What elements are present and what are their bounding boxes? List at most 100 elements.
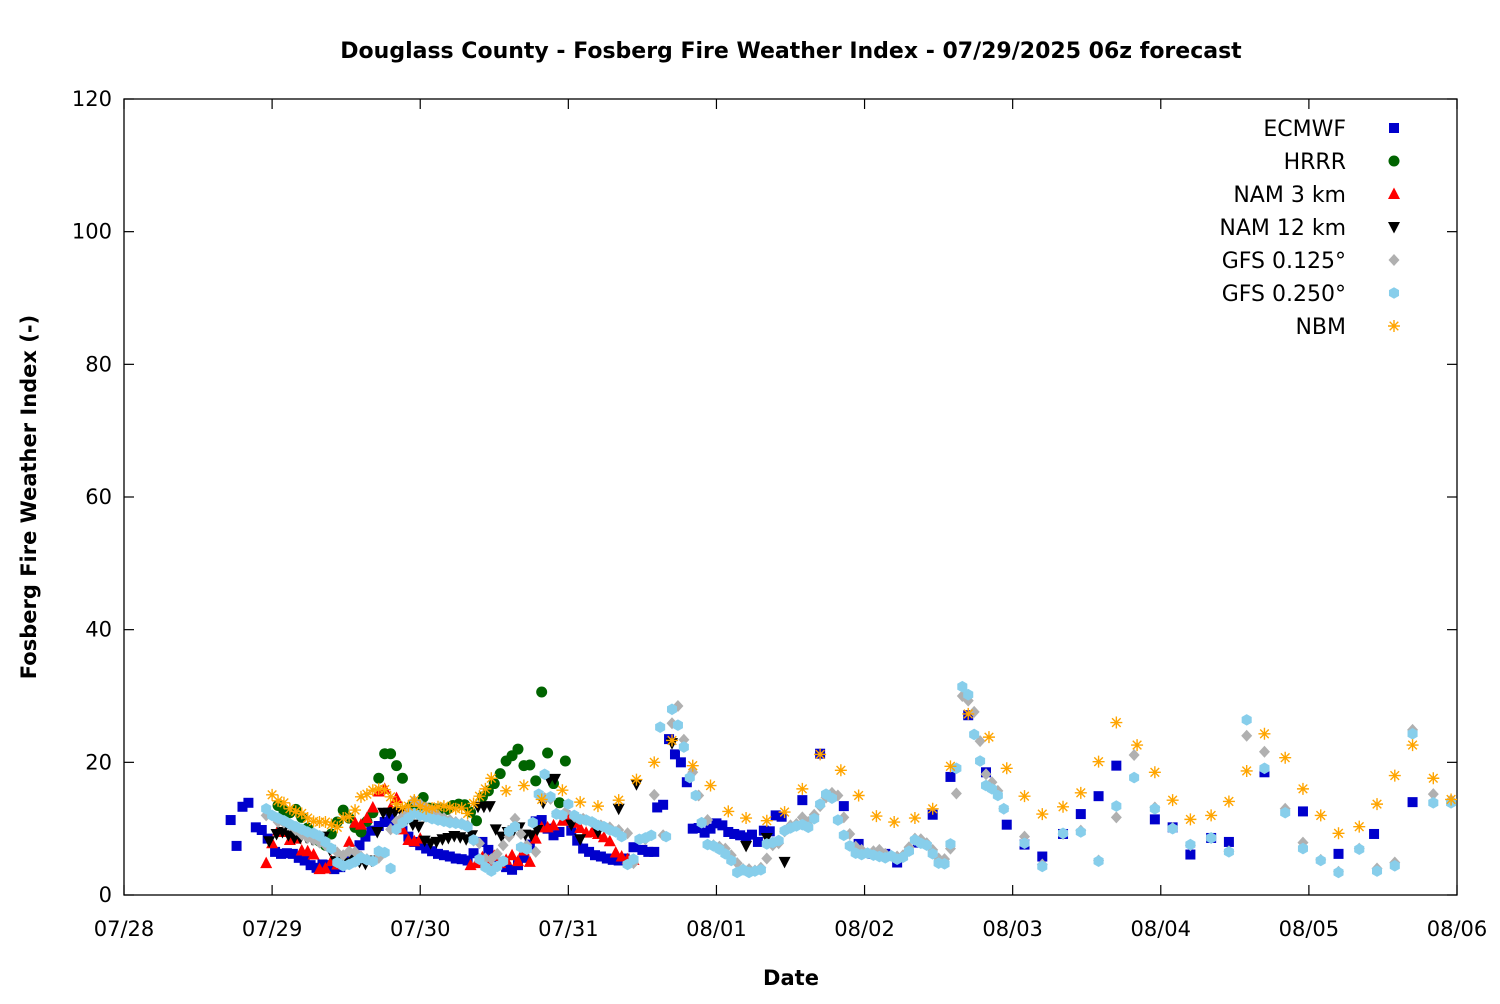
data-point-hrrr — [391, 760, 403, 772]
data-point-nbm — [1240, 764, 1253, 777]
data-point-ecmwf — [681, 777, 692, 788]
series-nbm — [266, 707, 1458, 840]
data-point-nbm — [1110, 716, 1123, 729]
data-point-nam-3-km — [547, 818, 560, 831]
data-point-ecmwf — [462, 855, 473, 866]
data-point-gfs-0-125 — [968, 705, 980, 718]
legend-marker-nam-3-km — [1388, 187, 1400, 199]
data-point-gfs-0-125 — [491, 847, 503, 860]
x-tick-label: 08/06 — [1427, 917, 1488, 941]
data-point-ecmwf — [385, 813, 396, 824]
legend-marker-gfs-0-250 — [1388, 287, 1400, 299]
data-point-gfs-0-250 — [755, 863, 766, 876]
data-point-nbm — [1279, 751, 1292, 764]
data-point-nbm — [666, 734, 679, 747]
data-point-gfs-0-250 — [672, 719, 683, 731]
data-point-nbm — [1258, 727, 1271, 740]
data-point-nam-12-km — [263, 836, 276, 848]
data-point-gfs-0-250 — [616, 830, 627, 843]
data-point-ecmwf — [601, 853, 612, 864]
data-point-ecmwf — [1407, 797, 1418, 808]
data-point-nbm — [343, 810, 356, 823]
data-point-ecmwf — [1075, 809, 1086, 820]
data-point-nam-12-km — [412, 821, 425, 834]
legend-marker-nbm — [1388, 320, 1400, 332]
data-point-gfs-0-250 — [1129, 771, 1140, 784]
data-point-gfs-0-250 — [951, 762, 962, 775]
x-axis: 07/28 07/29 07/30 07/31 08/01 08/02 08/03 08/04… — [94, 99, 1488, 941]
data-point-nam-3-km — [523, 855, 536, 867]
y-tick-label: 0 — [99, 883, 112, 907]
data-point-ecmwf — [770, 810, 781, 821]
legend-marker-ecmwf — [1389, 123, 1399, 133]
data-point-nam-3-km — [506, 848, 519, 861]
data-point-ecmwf — [231, 840, 242, 851]
data-point-ecmwf — [237, 801, 248, 812]
data-point-nam-3-km — [307, 848, 320, 860]
data-point-nbm — [1184, 813, 1197, 826]
legend-label-nbm: NBM — [1295, 315, 1346, 340]
data-point-nbm — [426, 802, 439, 815]
data-point-ecmwf — [584, 846, 595, 857]
data-point-ecmwf — [554, 826, 565, 837]
y-tick-label: 80 — [85, 352, 112, 376]
data-point-gfs-0-250 — [1019, 837, 1030, 850]
data-point-ecmwf — [705, 823, 716, 834]
data-point-nbm — [283, 802, 296, 815]
data-point-nam-12-km — [574, 834, 587, 846]
data-point-gfs-0-250 — [1259, 762, 1270, 775]
x-tick-label: 07/30 — [390, 917, 451, 941]
data-point-ecmwf — [838, 801, 849, 812]
data-point-ecmwf — [1149, 814, 1160, 825]
data-point-nbm — [1314, 809, 1327, 822]
data-point-ecmwf — [366, 825, 377, 836]
data-point-ecmwf — [281, 848, 292, 859]
data-point-nam-3-km — [354, 818, 367, 830]
data-point-nbm — [319, 816, 332, 829]
data-point-gfs-0-250 — [832, 814, 843, 826]
data-point-gfs-0-250 — [690, 789, 701, 802]
data-point-gfs-0-125 — [509, 812, 521, 825]
data-point-gfs-0-125 — [1427, 788, 1439, 801]
data-point-nbm — [1353, 820, 1366, 833]
data-point-nbm — [944, 760, 957, 773]
data-point-nbm — [384, 790, 397, 803]
x-tick-label: 08/01 — [686, 917, 747, 941]
data-point-gfs-0-250 — [838, 829, 849, 842]
data-point-gfs-0-250 — [1149, 802, 1160, 815]
data-point-gfs-0-250 — [1223, 846, 1234, 858]
data-point-ecmwf — [1093, 791, 1104, 802]
data-point-ecmwf — [658, 799, 669, 810]
data-point-gfs-0-250 — [803, 821, 814, 834]
data-point-nbm — [870, 810, 883, 823]
data-point-nbm — [1131, 739, 1144, 752]
data-point-ecmwf — [427, 846, 438, 857]
data-point-gfs-0-250 — [927, 848, 938, 860]
legend-marker-nam-12-km — [1388, 222, 1400, 234]
data-point-ecmwf — [225, 815, 236, 826]
legend-marker-hrrr — [1388, 155, 1400, 167]
data-point-nbm — [1222, 795, 1235, 808]
legend-label-nam-3-km: NAM 3 km — [1233, 183, 1346, 208]
data-point-gfs-0-250 — [628, 853, 639, 865]
data-point-hrrr — [494, 768, 506, 780]
data-point-nbm — [962, 707, 975, 720]
data-point-hrrr — [530, 775, 542, 787]
data-point-ecmwf — [483, 844, 494, 855]
data-point-nbm — [408, 794, 421, 807]
data-point-ecmwf — [1111, 760, 1122, 771]
data-point-ecmwf — [628, 842, 639, 853]
data-point-ecmwf — [317, 859, 328, 870]
data-point-gfs-0-250 — [655, 721, 666, 733]
data-point-nbm — [722, 805, 735, 818]
data-point-nbm — [740, 812, 753, 825]
data-point-gfs-0-125 — [497, 839, 509, 852]
data-point-nbm — [1057, 800, 1070, 813]
x-tick-label: 08/03 — [982, 917, 1043, 941]
data-point-nbm — [266, 788, 279, 801]
data-point-hrrr — [471, 815, 483, 827]
data-point-hrrr — [524, 759, 536, 771]
data-point-hrrr — [385, 748, 397, 760]
